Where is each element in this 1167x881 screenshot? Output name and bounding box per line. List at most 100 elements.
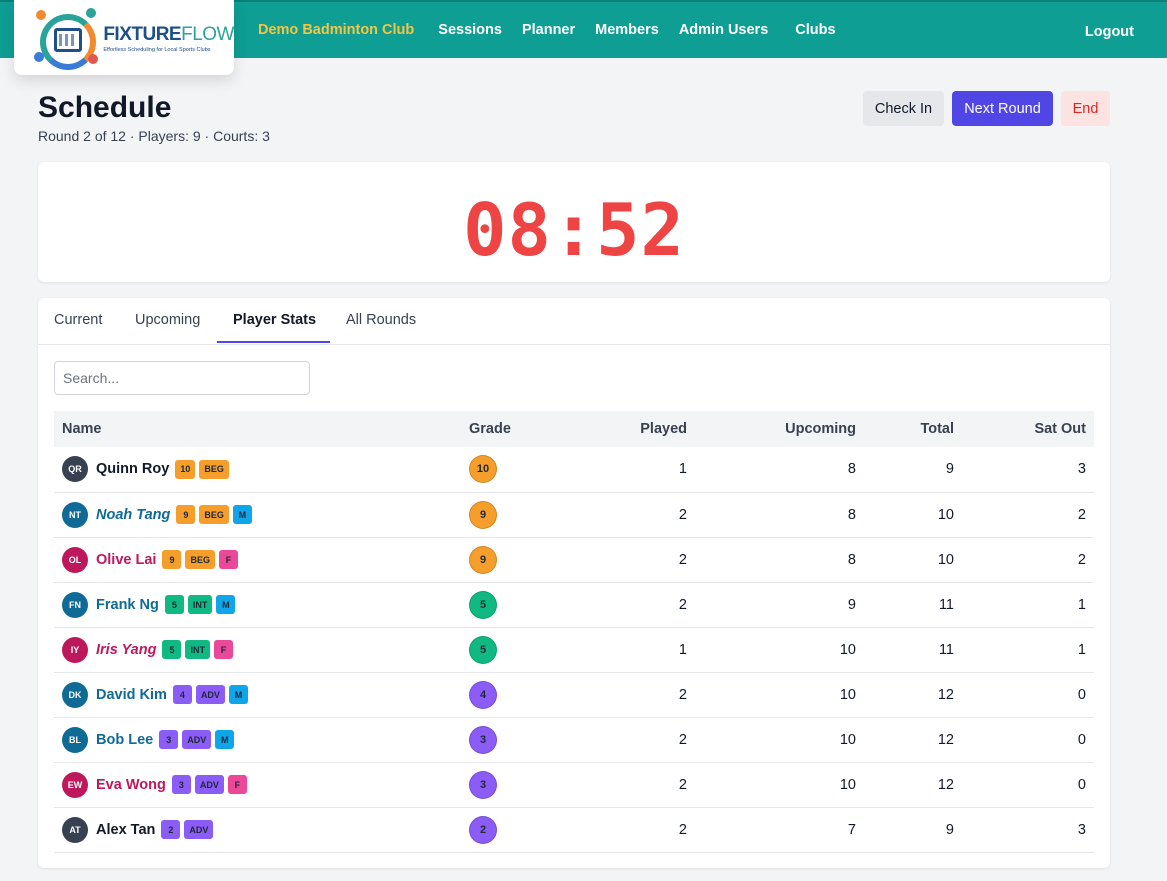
nav-item-planner[interactable]: Planner xyxy=(521,22,576,38)
level-chip: INT xyxy=(187,595,213,614)
nav-item-admin-users[interactable]: Admin Users xyxy=(678,22,769,38)
grade-chip: 3 xyxy=(159,730,179,749)
gender-chip: M xyxy=(215,730,235,749)
tab-current[interactable]: Current xyxy=(54,312,103,328)
player-stats-table: Name Grade Played Upcoming Total Sat Out… xyxy=(54,411,1094,853)
table-row[interactable]: EW Eva Wong 3 ADV F 3 2 10 12 0 xyxy=(54,762,1094,807)
total-value: 12 xyxy=(937,686,954,703)
player-name[interactable]: Frank Ng xyxy=(96,596,159,613)
next-round-button[interactable]: Next Round xyxy=(952,91,1053,126)
column-header-upcoming[interactable]: Upcoming xyxy=(785,421,856,437)
column-header-name[interactable]: Name xyxy=(62,421,102,437)
logo[interactable]: FIXTUREFLOW Effortless Scheduling for Lo… xyxy=(14,0,234,75)
grade-badge: 5 xyxy=(469,635,497,664)
check-in-button[interactable]: Check In xyxy=(863,91,944,126)
played-value: 2 xyxy=(678,776,687,793)
level-chip: ADV xyxy=(184,820,214,839)
played-value: 2 xyxy=(678,731,687,748)
upcoming-value: 8 xyxy=(847,506,856,523)
grade-chip: 4 xyxy=(172,685,192,704)
gender-chip: M xyxy=(228,685,248,704)
nav-item-members[interactable]: Members xyxy=(595,22,659,38)
table-row[interactable]: QR Quinn Roy 10 BEG 10 1 8 9 3 xyxy=(54,447,1094,492)
total-value: 10 xyxy=(937,506,954,523)
end-button[interactable]: End xyxy=(1061,91,1110,126)
avatar: NT xyxy=(62,501,88,528)
logo-text: FIXTUREFLOW Effortless Scheduling for Lo… xyxy=(103,24,234,53)
total-value: 10 xyxy=(937,551,954,568)
total-value: 12 xyxy=(937,731,954,748)
level-chip: BEG xyxy=(199,505,229,524)
gender-chip: F xyxy=(213,640,233,659)
tab-all-rounds[interactable]: All Rounds xyxy=(346,312,417,328)
table-row[interactable]: IY Iris Yang 5 INT F 5 1 10 11 1 xyxy=(54,627,1094,672)
grade-badge: 9 xyxy=(469,500,497,529)
gender-chip: M xyxy=(216,595,236,614)
nav-item-sessions[interactable]: Sessions xyxy=(438,22,502,38)
column-header-total[interactable]: Total xyxy=(920,421,954,437)
avatar: OL xyxy=(62,546,88,573)
player-name[interactable]: Bob Lee xyxy=(96,731,154,748)
avatar: BL xyxy=(62,726,88,753)
gender-chip: M xyxy=(232,505,252,524)
player-name[interactable]: Quinn Roy xyxy=(96,461,170,478)
tab-bar: Current Upcoming Player Stats All Rounds xyxy=(38,298,1110,345)
upcoming-value: 8 xyxy=(847,461,856,478)
upcoming-value: 10 xyxy=(839,731,856,748)
played-value: 2 xyxy=(678,506,687,523)
tab-player-stats[interactable]: Player Stats xyxy=(233,312,317,328)
table-row[interactable]: FN Frank Ng 5 INT M 5 2 9 11 1 xyxy=(54,582,1094,627)
grade-chip: 2 xyxy=(161,820,181,839)
column-header-grade[interactable]: Grade xyxy=(469,421,511,437)
table-row[interactable]: OL Olive Lai 9 BEG F 9 2 8 10 2 xyxy=(54,537,1094,582)
grade-badge: 3 xyxy=(469,770,497,799)
main-nav: Demo Badminton Club Sessions Planner Mem… xyxy=(258,22,856,38)
round-timer: 08:52 xyxy=(463,188,685,272)
sat-out-value: 2 xyxy=(1077,506,1086,523)
grade-badge: 4 xyxy=(469,680,497,709)
nav-club-link[interactable]: Demo Badminton Club xyxy=(258,22,415,38)
player-name[interactable]: Iris Yang xyxy=(96,641,157,658)
player-name[interactable]: Noah Tang xyxy=(96,506,171,523)
upcoming-value: 10 xyxy=(839,641,856,658)
player-name[interactable]: Alex Tan xyxy=(96,821,156,838)
player-name[interactable]: David Kim xyxy=(96,686,167,703)
played-value: 1 xyxy=(678,641,687,658)
total-value: 11 xyxy=(938,596,954,613)
table-row[interactable]: NT Noah Tang 9 BEG M 9 2 8 10 2 xyxy=(54,492,1094,537)
level-chip: BEG xyxy=(199,459,229,479)
played-value: 2 xyxy=(678,596,687,613)
level-chip: ADV xyxy=(182,730,212,749)
nav-item-clubs[interactable]: Clubs xyxy=(795,22,836,38)
grade-chip: 3 xyxy=(171,775,191,794)
table-row[interactable]: BL Bob Lee 3 ADV M 3 2 10 12 0 xyxy=(54,717,1094,762)
total-value: 9 xyxy=(945,821,954,838)
sat-out-value: 1 xyxy=(1077,596,1086,613)
avatar: QR xyxy=(62,456,88,483)
logo-tagline: Effortless Scheduling for Local Sports C… xyxy=(103,47,211,53)
total-value: 12 xyxy=(937,776,954,793)
upcoming-value: 10 xyxy=(839,776,856,793)
upcoming-value: 10 xyxy=(839,686,856,703)
logout-link[interactable]: Logout xyxy=(1084,24,1134,40)
table-row[interactable]: DK David Kim 4 ADV M 4 2 10 12 0 xyxy=(54,672,1094,717)
tab-upcoming[interactable]: Upcoming xyxy=(135,312,201,328)
player-name[interactable]: Olive Lai xyxy=(96,551,157,568)
player-name[interactable]: Eva Wong xyxy=(96,776,166,793)
timer-card: 08:52 xyxy=(38,162,1110,282)
sat-out-value: 3 xyxy=(1077,461,1086,478)
grade-chip: 9 xyxy=(162,550,182,569)
grade-chip: 5 xyxy=(164,595,184,614)
column-header-played[interactable]: Played xyxy=(640,421,687,437)
level-chip: ADV xyxy=(195,685,225,704)
played-value: 2 xyxy=(678,821,687,838)
search-input[interactable] xyxy=(54,361,310,395)
column-header-sat-out[interactable]: Sat Out xyxy=(1034,421,1086,437)
table-header-row: Name Grade Played Upcoming Total Sat Out xyxy=(54,411,1094,447)
sat-out-value: 2 xyxy=(1077,551,1086,568)
played-value: 1 xyxy=(678,461,687,478)
grade-badge: 10 xyxy=(469,455,497,484)
table-row[interactable]: AT Alex Tan 2 ADV 2 2 7 9 3 xyxy=(54,807,1094,852)
grade-badge: 2 xyxy=(469,815,497,844)
avatar: IY xyxy=(62,636,88,663)
